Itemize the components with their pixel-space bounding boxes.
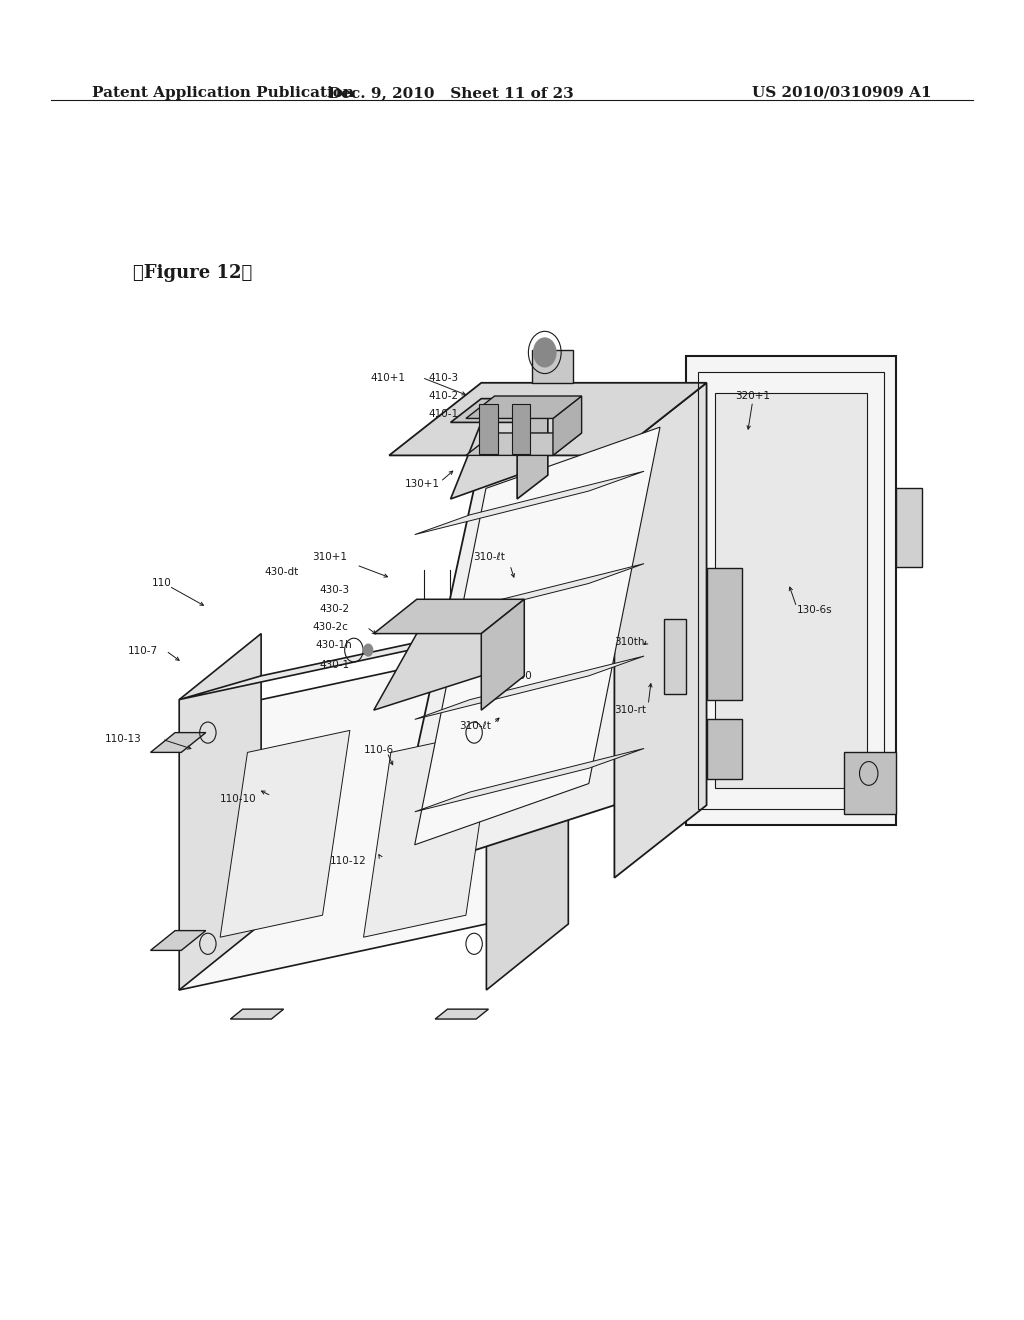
Polygon shape (512, 404, 530, 454)
Polygon shape (614, 383, 707, 878)
Text: 310th: 310th (614, 636, 645, 647)
Text: 430-dt: 430-dt (264, 566, 298, 577)
Text: 310-ℓt: 310-ℓt (473, 552, 505, 562)
Polygon shape (664, 619, 686, 694)
Polygon shape (374, 599, 524, 710)
Polygon shape (715, 393, 867, 788)
Polygon shape (707, 719, 742, 779)
Text: 410-3: 410-3 (428, 372, 458, 383)
Text: 430-2: 430-2 (319, 603, 349, 614)
Polygon shape (466, 396, 582, 418)
Text: 110: 110 (152, 578, 171, 589)
Text: 310+1: 310+1 (312, 552, 347, 562)
Polygon shape (532, 350, 573, 383)
Polygon shape (451, 399, 548, 499)
Polygon shape (179, 610, 568, 700)
Text: 430-3: 430-3 (319, 585, 349, 595)
Text: 430-1: 430-1 (319, 660, 349, 671)
Text: US 2010/0310909 A1: US 2010/0310909 A1 (753, 86, 932, 100)
Text: 320+1: 320+1 (735, 391, 770, 401)
Text: 110-12: 110-12 (330, 855, 367, 866)
Polygon shape (220, 730, 350, 937)
Polygon shape (389, 383, 707, 455)
Text: 410-1: 410-1 (428, 409, 458, 420)
Polygon shape (451, 399, 548, 422)
Text: 410-2: 410-2 (428, 391, 458, 401)
Polygon shape (179, 634, 568, 990)
Text: 430-1h: 430-1h (315, 640, 352, 651)
Polygon shape (844, 752, 896, 814)
Polygon shape (389, 383, 707, 878)
Text: 130-6s: 130-6s (797, 605, 833, 615)
Polygon shape (151, 733, 206, 752)
Text: 110-6: 110-6 (364, 744, 393, 755)
Polygon shape (553, 396, 582, 455)
Polygon shape (364, 730, 494, 937)
Polygon shape (415, 471, 644, 535)
Polygon shape (415, 428, 660, 845)
Text: 110-13: 110-13 (104, 734, 141, 744)
Polygon shape (151, 931, 206, 950)
Polygon shape (686, 356, 896, 825)
Polygon shape (415, 656, 644, 719)
Polygon shape (179, 634, 261, 990)
Text: Patent Application Publication: Patent Application Publication (92, 86, 354, 100)
Polygon shape (466, 433, 582, 455)
Text: 430: 430 (512, 671, 531, 681)
Text: 130+1: 130+1 (404, 479, 439, 490)
Text: 430-2c: 430-2c (312, 622, 348, 632)
Polygon shape (415, 564, 644, 627)
Polygon shape (896, 487, 922, 568)
Polygon shape (517, 399, 548, 499)
Circle shape (364, 643, 374, 656)
Text: 410+1: 410+1 (371, 372, 406, 383)
Text: Dec. 9, 2010   Sheet 11 of 23: Dec. 9, 2010 Sheet 11 of 23 (328, 86, 573, 100)
Text: 310-rt: 310-rt (614, 705, 646, 715)
Polygon shape (230, 1008, 284, 1019)
Polygon shape (374, 599, 524, 634)
Polygon shape (435, 1008, 488, 1019)
Polygon shape (479, 404, 498, 454)
Text: 110-10: 110-10 (220, 793, 257, 804)
Polygon shape (415, 748, 644, 812)
Polygon shape (707, 568, 742, 700)
Circle shape (534, 338, 556, 367)
Polygon shape (486, 634, 568, 990)
Text: 310-ℓt: 310-ℓt (459, 721, 490, 731)
Text: 【Figure 12】: 【Figure 12】 (133, 264, 252, 282)
Polygon shape (481, 599, 524, 710)
Text: 110-7: 110-7 (128, 645, 158, 656)
